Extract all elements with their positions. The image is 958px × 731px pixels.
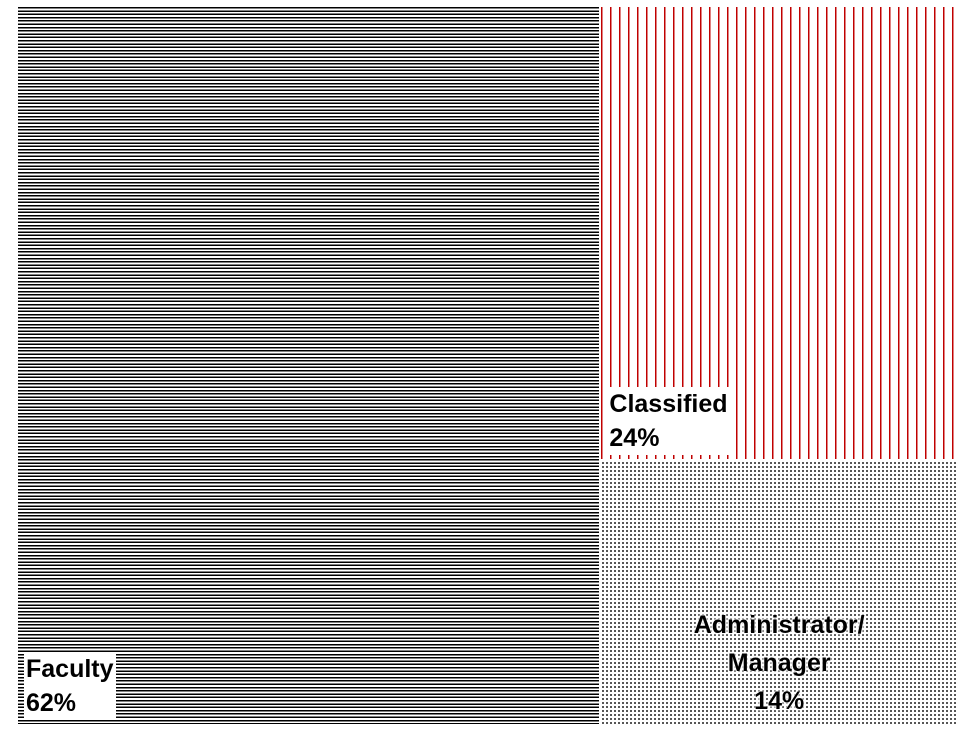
category-label: Administrator/ Manager <box>693 610 865 677</box>
value-label: 14% <box>754 686 805 715</box>
category-label: Faculty <box>26 655 114 683</box>
tile: Faculty 62% <box>17 6 601 725</box>
value-label: 62% <box>26 689 77 717</box>
value-label: 24% <box>609 424 660 453</box>
tile-label: Faculty 62% <box>24 652 116 720</box>
tile-label: Administrator/ Manager 14% <box>601 606 957 720</box>
tile: Classified 24% <box>600 6 958 461</box>
tile-label: Classified 24% <box>607 387 730 456</box>
tile: Administrator/ Manager 14% <box>600 460 958 725</box>
category-label: Classified <box>609 390 728 419</box>
